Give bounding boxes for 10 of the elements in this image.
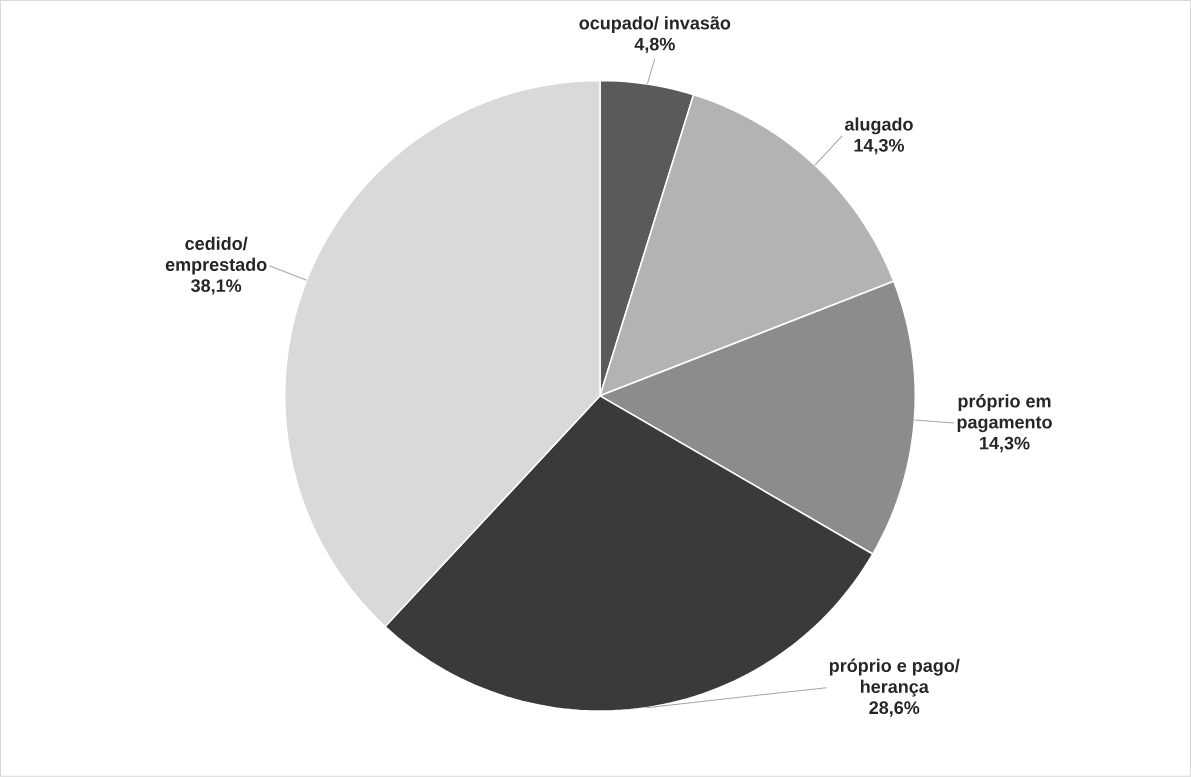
slice-label: alugado [844,117,913,135]
data-label: 4,8% [634,37,675,54]
slice-label: cedido/ emprestado [165,236,267,275]
data-label: 38,1% [191,279,242,295]
slice-label: ocupado/ invasão [579,16,731,34]
data-label: 14,3% [854,139,905,155]
data-label: 14,3% [980,436,1030,453]
slice-label: próprio em pagamento [957,394,1052,433]
data-label: 28,6% [869,701,920,717]
slice-label: próprio e pago/ herança [829,658,960,697]
